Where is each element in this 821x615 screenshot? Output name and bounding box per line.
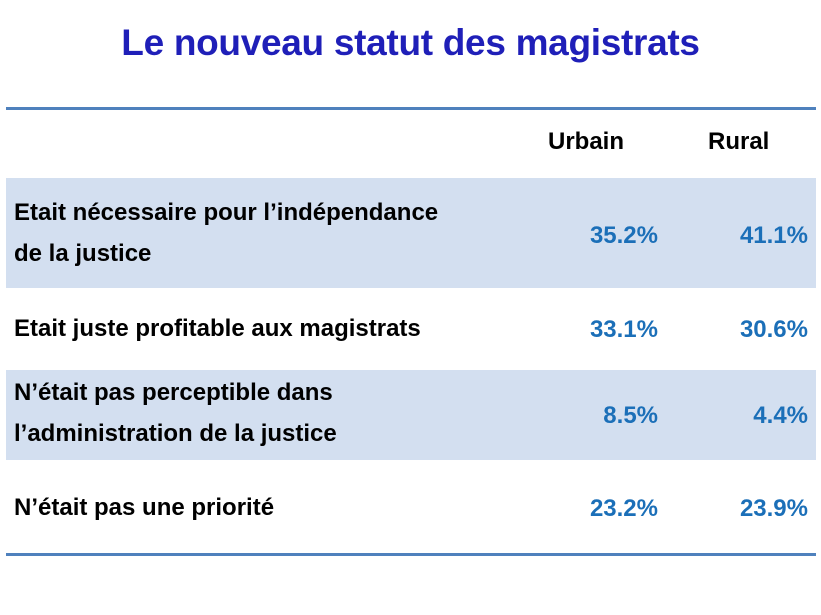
table-row: N’était pas perceptible dans l’administr… [6, 370, 816, 460]
row-label-line: N’était pas une priorité [14, 494, 275, 521]
row-label-line: Etait juste profitable aux magistrats [14, 315, 421, 342]
column-header-urbain: Urbain [548, 128, 625, 155]
row-label: Etait juste profitable aux magistrats [14, 308, 421, 349]
row-label-line: l’administration de la justice [14, 420, 337, 447]
urbain-value: 23.2% [589, 495, 658, 522]
column-header-rural: Rural [708, 128, 770, 155]
rural-value: 30.6% [739, 316, 808, 343]
table-row: N’était pas une priorité 23.2% 23.9% [6, 460, 816, 553]
page-title: Le nouveau statut des magistrats [121, 22, 700, 63]
urbain-value: 33.1% [589, 316, 658, 343]
rural-value: 23.9% [739, 495, 808, 522]
row-label: N’était pas une priorité [14, 487, 274, 528]
row-label-line: de la justice [14, 240, 152, 267]
rural-value: 41.1% [739, 222, 808, 249]
rural-value: 4.4% [753, 402, 808, 429]
table-row: Etait nécessaire pour l’indépendance de … [6, 178, 816, 288]
row-label-line: N’était pas perceptible dans [14, 379, 333, 406]
table-top-rule [6, 107, 816, 110]
urbain-value: 35.2% [589, 222, 658, 249]
row-label: N’était pas perceptible dans l’administr… [14, 372, 337, 454]
urbain-value: 8.5% [603, 402, 658, 429]
table-bottom-rule [6, 553, 816, 556]
table-row: Etait juste profitable aux magistrats 33… [6, 288, 816, 370]
row-label: Etait nécessaire pour l’indépendance de … [14, 192, 438, 274]
row-label-line: Etait nécessaire pour l’indépendance [14, 199, 439, 226]
